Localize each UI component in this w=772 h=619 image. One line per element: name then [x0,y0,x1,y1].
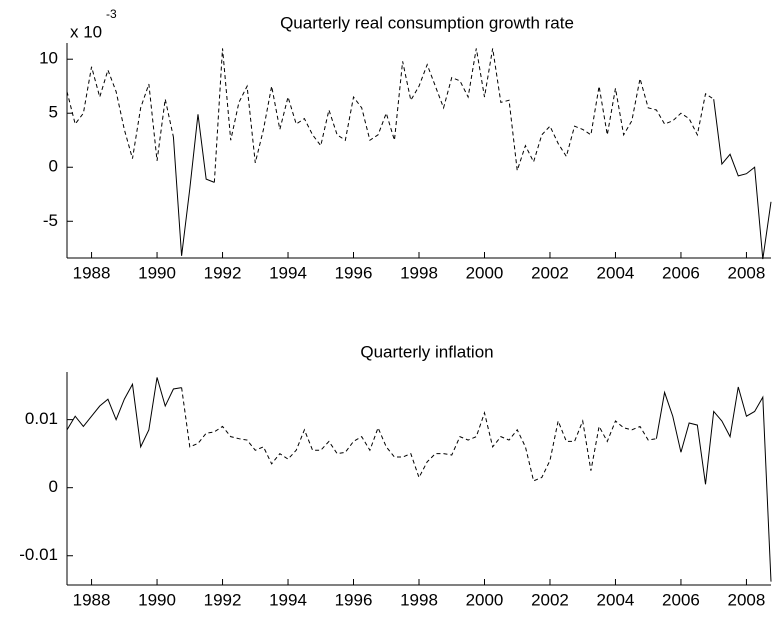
x-tick-label: 1996 [335,590,373,609]
x-tick-label: 2004 [597,263,635,282]
x-tick-label: 1992 [204,590,242,609]
line-series [66,48,714,183]
x-tick-label: 1990 [138,590,176,609]
x-tick-label: 1988 [73,263,111,282]
y-tick-label: 10 [39,49,58,68]
x-tick-label: 1992 [204,263,242,282]
x-tick-label: 1998 [400,590,438,609]
y-tick-label: -5 [43,211,58,230]
x-tick-label: 1988 [73,590,111,609]
y-tick-label: 0.01 [25,409,58,428]
axis-multiplier-exponent: -3 [106,7,117,21]
x-tick-label: 2006 [662,590,700,609]
x-tick-label: 2004 [597,590,635,609]
line-series [172,99,772,260]
x-tick-label: 2008 [728,263,766,282]
y-tick-label: 5 [49,103,58,122]
x-tick-label: 2006 [662,263,700,282]
line-series [66,377,772,582]
x-tick-label: 2008 [728,590,766,609]
x-tick-label: 1990 [138,263,176,282]
chart-title: Quarterly real consumption growth rate [280,13,574,32]
x-tick-label: 1996 [335,263,373,282]
line-series [181,387,657,482]
x-tick-label: 1994 [269,263,307,282]
x-tick-label: 1998 [400,263,438,282]
chart-title: Quarterly inflation [360,342,493,361]
y-tick-label: 0 [49,157,58,176]
y-tick-label: 0 [49,477,58,496]
x-tick-label: 2000 [466,263,504,282]
x-tick-label: 1994 [269,590,307,609]
y-tick-label: -0.01 [19,545,58,564]
x-tick-label: 2002 [531,263,569,282]
axis-multiplier: x 10 [70,22,102,41]
x-tick-label: 2000 [466,590,504,609]
x-tick-label: 2002 [531,590,569,609]
